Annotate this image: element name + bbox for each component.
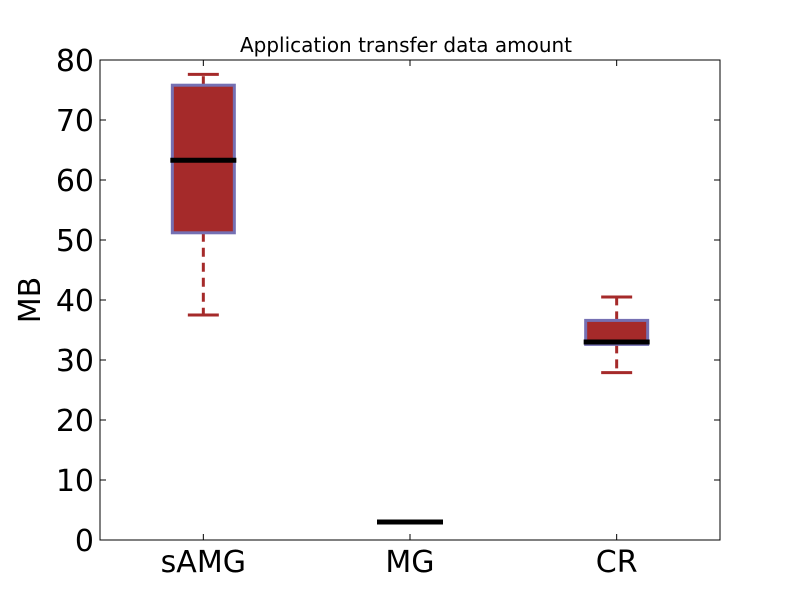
x-tick-label: MG	[385, 545, 434, 580]
y-tick-label: 60	[56, 164, 94, 199]
y-tick-label: 50	[56, 224, 94, 259]
box-group-cr	[583, 295, 650, 375]
box-group-samg	[170, 72, 237, 317]
axes-layer: 0 10 20 30 40 50 60 70 80 sAMG MG CR	[56, 44, 721, 580]
y-axis-label: MB	[13, 277, 48, 323]
chart-title: Application transfer data amount	[240, 33, 572, 57]
y-tick-label: 70	[56, 104, 94, 139]
y-tick-label: 80	[56, 44, 94, 79]
y-tick-label: 0	[75, 524, 94, 559]
x-tick-label: CR	[596, 545, 638, 580]
y-tick-label: 10	[56, 464, 94, 499]
y-tick-label: 40	[56, 284, 94, 319]
x-tick-label: sAMG	[161, 545, 246, 580]
y-tick-label: 30	[56, 344, 94, 379]
y-tick-label: 20	[56, 404, 94, 439]
chart-marks	[170, 72, 650, 525]
